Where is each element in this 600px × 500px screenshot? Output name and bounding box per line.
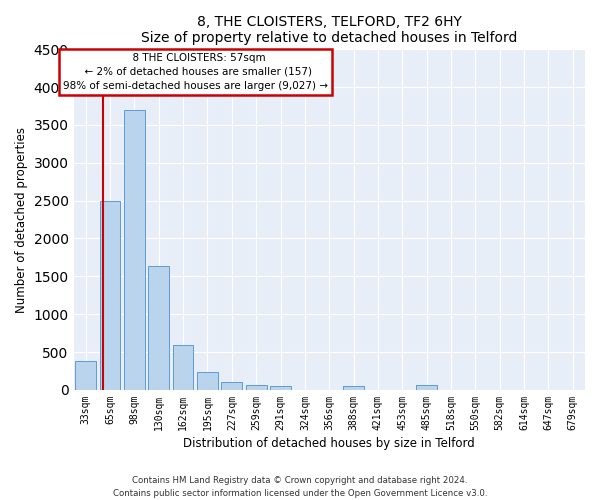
Bar xyxy=(197,372,218,390)
Y-axis label: Number of detached properties: Number of detached properties xyxy=(15,126,28,312)
Bar xyxy=(148,266,169,390)
Title: 8, THE CLOISTERS, TELFORD, TF2 6HY
Size of property relative to detached houses : 8, THE CLOISTERS, TELFORD, TF2 6HY Size … xyxy=(141,15,517,45)
Bar xyxy=(173,346,193,390)
Bar xyxy=(76,361,96,390)
Bar xyxy=(246,386,266,390)
Bar xyxy=(100,200,121,390)
Text: 8 THE CLOISTERS: 57sqm
  ← 2% of detached houses are smaller (157)
98% of semi-d: 8 THE CLOISTERS: 57sqm ← 2% of detached … xyxy=(63,53,328,91)
Bar xyxy=(270,386,291,390)
Bar xyxy=(124,110,145,390)
Bar xyxy=(416,386,437,390)
Bar xyxy=(221,382,242,390)
Bar xyxy=(343,386,364,390)
Text: Contains HM Land Registry data © Crown copyright and database right 2024.
Contai: Contains HM Land Registry data © Crown c… xyxy=(113,476,487,498)
X-axis label: Distribution of detached houses by size in Telford: Distribution of detached houses by size … xyxy=(184,437,475,450)
